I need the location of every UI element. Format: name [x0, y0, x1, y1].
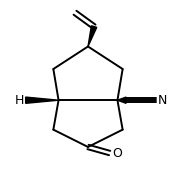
Text: O: O — [112, 146, 122, 160]
Polygon shape — [26, 97, 59, 103]
Polygon shape — [88, 26, 97, 47]
Text: H: H — [15, 94, 24, 107]
Polygon shape — [117, 97, 126, 103]
Text: N: N — [157, 94, 167, 107]
